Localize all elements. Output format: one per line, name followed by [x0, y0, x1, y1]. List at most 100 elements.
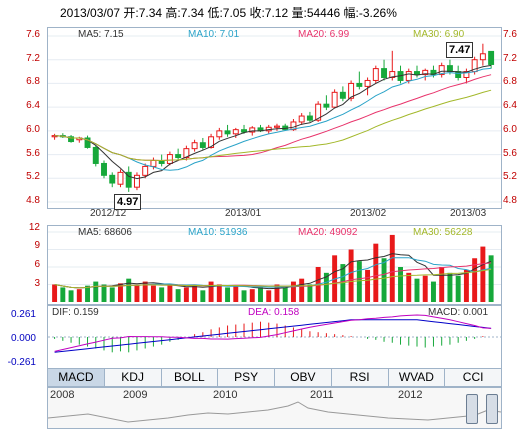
volume-bar	[93, 281, 99, 302]
candle-body	[92, 146, 99, 164]
x-label-dec: 2012/12	[90, 208, 127, 219]
volume-bar	[142, 281, 148, 302]
volume-bar	[76, 289, 82, 302]
volume-ma30-line	[54, 268, 492, 289]
candle-body	[274, 125, 280, 128]
volume-bar	[430, 281, 436, 302]
macd-value-label: MACD: 0.001	[428, 307, 489, 318]
price-y-right-3: 6.4	[503, 100, 517, 112]
candle-body	[183, 148, 190, 159]
tab-boll[interactable]: BOLL	[162, 369, 219, 386]
dea-label: DEA: 0.158	[248, 307, 300, 318]
candle-body	[389, 71, 396, 79]
volume-bar	[381, 258, 387, 302]
candle-body	[249, 127, 256, 133]
volume-bar	[85, 285, 91, 302]
dif-line	[54, 319, 492, 353]
price-y-right-1: 7.2	[503, 52, 517, 64]
volume-bar	[150, 285, 156, 302]
dea-line	[54, 314, 492, 352]
volume-bar	[101, 284, 107, 302]
price-y-right-4: 6.0	[503, 123, 517, 135]
candle-body	[323, 103, 330, 108]
navigator-sparkline	[48, 401, 501, 423]
tab-macd[interactable]: MACD	[48, 369, 105, 386]
nav-left-handle[interactable]	[466, 394, 478, 424]
high-callout: 7.47	[446, 42, 474, 58]
nav-year-2010: 2010	[213, 389, 238, 401]
tab-psy[interactable]: PSY	[218, 369, 275, 386]
candle-body	[372, 68, 379, 81]
candle-body	[356, 82, 363, 87]
vol-ma10-label: MA10: 51936	[188, 227, 248, 238]
volume-bar	[299, 278, 305, 302]
price-chart	[48, 35, 501, 203]
volume-bar	[488, 255, 494, 302]
volume-bar	[192, 284, 198, 302]
price-y-right-5: 5.6	[503, 147, 517, 159]
vol-ma20-label: MA20: 49092	[298, 227, 358, 238]
candle-body	[232, 129, 239, 135]
price-y-left-6: 5.2	[26, 171, 40, 183]
macd-y-top: 0.261	[10, 309, 36, 320]
candle-body	[133, 174, 140, 188]
price-y-left-5: 5.6	[26, 147, 40, 159]
volume-bar	[447, 272, 453, 302]
price-y-left-7: 4.8	[26, 195, 40, 206]
candle-body	[479, 53, 486, 61]
candle-body	[142, 165, 149, 176]
candle-body	[488, 50, 495, 65]
candle-body	[306, 115, 313, 121]
candle-body	[381, 68, 388, 79]
candle-body	[117, 171, 124, 185]
volume-bar	[373, 243, 379, 302]
x-label-feb: 2013/02	[350, 208, 387, 219]
time-navigator[interactable]: 2008 2009 2010 2011 2012	[47, 387, 502, 429]
tab-kdj[interactable]: KDJ	[105, 369, 162, 386]
quote-header: 2013/03/07 开:7.34 高:7.34 低:7.05 收:7.12 量…	[60, 6, 397, 20]
volume-bar	[208, 281, 214, 302]
volume-bar	[175, 289, 181, 302]
volume-bar	[109, 287, 115, 302]
tab-wvad[interactable]: WVAD	[389, 369, 446, 386]
candle-body	[405, 71, 412, 81]
volume-bar	[455, 275, 461, 302]
candle-body	[298, 115, 305, 123]
candle-body	[175, 154, 182, 159]
tab-cci[interactable]: CCI	[462, 370, 484, 384]
price-panel[interactable]: MA5: 7.15 MA10: 7.01 MA20: 6.99 MA30: 6.…	[47, 27, 502, 210]
volume-bar	[159, 287, 165, 302]
nav-year-2008: 2008	[50, 389, 75, 401]
price-y-right-0: 7.6	[503, 29, 517, 40]
candle-body	[348, 82, 355, 99]
volume-panel[interactable]: MA5: 68606 MA10: 51936 MA20: 49092 MA30:…	[47, 225, 502, 305]
price-y-right-7: 4.8	[503, 195, 517, 206]
candle-body	[422, 69, 429, 76]
volume-bar	[422, 275, 428, 302]
volume-bar	[282, 287, 288, 302]
volume-bar	[356, 261, 362, 302]
volume-bar	[52, 284, 58, 302]
volume-bar	[323, 272, 329, 302]
candle-body	[191, 142, 198, 150]
ma5-label: MA5: 7.15	[78, 29, 124, 40]
price-ma5-line	[54, 64, 492, 180]
macd-y-bottom: -0.261	[7, 357, 36, 368]
volume-bar	[241, 290, 247, 302]
candle-body	[84, 137, 91, 148]
volume-bar	[439, 267, 445, 302]
ma30-label: MA30: 6.90	[413, 29, 465, 40]
price-ma20-line	[54, 74, 492, 162]
candle-body	[125, 171, 132, 188]
nav-right-handle[interactable]	[486, 394, 498, 424]
candle-body	[150, 160, 157, 167]
tab-obv[interactable]: OBV	[275, 369, 332, 386]
macd-panel[interactable]: DIF: 0.159 DEA: 0.158 MACD: 0.001	[47, 305, 502, 369]
volume-bar	[233, 285, 239, 302]
vol-y-3: 3	[34, 278, 40, 289]
tab-rsi[interactable]: RSI	[332, 369, 389, 386]
volume-bar	[167, 284, 173, 302]
candle-body	[109, 174, 116, 184]
candle-body	[339, 91, 346, 99]
volume-bar	[480, 246, 486, 302]
